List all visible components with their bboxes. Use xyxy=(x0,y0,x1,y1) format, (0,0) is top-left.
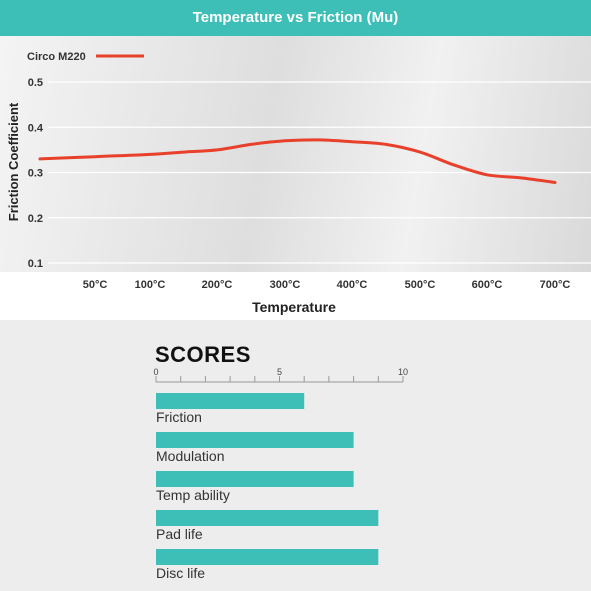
x-tick-label: 300°C xyxy=(270,279,301,291)
line-chart-svg: 0.5 0.4 0.3 0.2 0.1 50°C 100°C 200°C 300°C 400°C 5… xyxy=(6,51,571,315)
score-bar xyxy=(156,432,354,448)
x-tick-label: 600°C xyxy=(472,279,503,291)
x-tick-label: 100°C xyxy=(135,279,166,291)
score-bar xyxy=(156,549,379,565)
y-tick-label: 0.5 xyxy=(28,77,43,89)
y-axis-label: Friction Coefficient xyxy=(6,102,21,221)
chart-title: Temperature vs Friction (Mu) xyxy=(0,0,591,36)
plot-background xyxy=(0,36,591,272)
x-tick-label: 700°C xyxy=(540,279,571,291)
y-tick-label: 0.1 xyxy=(28,258,43,270)
score-category-label: Modulation xyxy=(156,448,225,464)
scores-tick-label: 5 xyxy=(277,367,282,377)
score-category-label: Disc life xyxy=(156,565,205,581)
score-bar xyxy=(156,471,354,487)
x-tick-label: 500°C xyxy=(405,279,436,291)
friction-chart-panel: Temperature vs Friction (Mu) 0.5 0.4 0.3 0.… xyxy=(0,0,591,315)
score-bar xyxy=(156,393,305,409)
y-tick-label: 0.4 xyxy=(28,122,44,134)
x-tick-label: 400°C xyxy=(337,279,368,291)
x-axis-label: Temperature xyxy=(252,299,336,315)
scores-tick-label: 0 xyxy=(153,367,158,377)
score-category-label: Pad life xyxy=(156,526,203,542)
y-tick-label: 0.2 xyxy=(28,213,43,225)
legend-label: Circo M220 xyxy=(27,51,86,63)
score-category-label: Temp ability xyxy=(156,487,230,503)
score-bar xyxy=(156,510,379,526)
scores-panel: 0 5 10 Friction Modulation Temp ability Pad li… xyxy=(0,320,591,591)
scores-tick-label: 10 xyxy=(398,367,408,377)
scores-chart-svg: 0 5 10 Friction Modulation Temp ability Pad li… xyxy=(153,367,408,581)
score-category-label: Friction xyxy=(156,409,202,425)
y-tick-label: 0.3 xyxy=(28,168,43,180)
series-line xyxy=(38,138,557,184)
scores-title: SCORES xyxy=(155,342,251,367)
x-tick-label: 50°C xyxy=(83,279,108,291)
x-tick-label: 200°C xyxy=(202,279,233,291)
